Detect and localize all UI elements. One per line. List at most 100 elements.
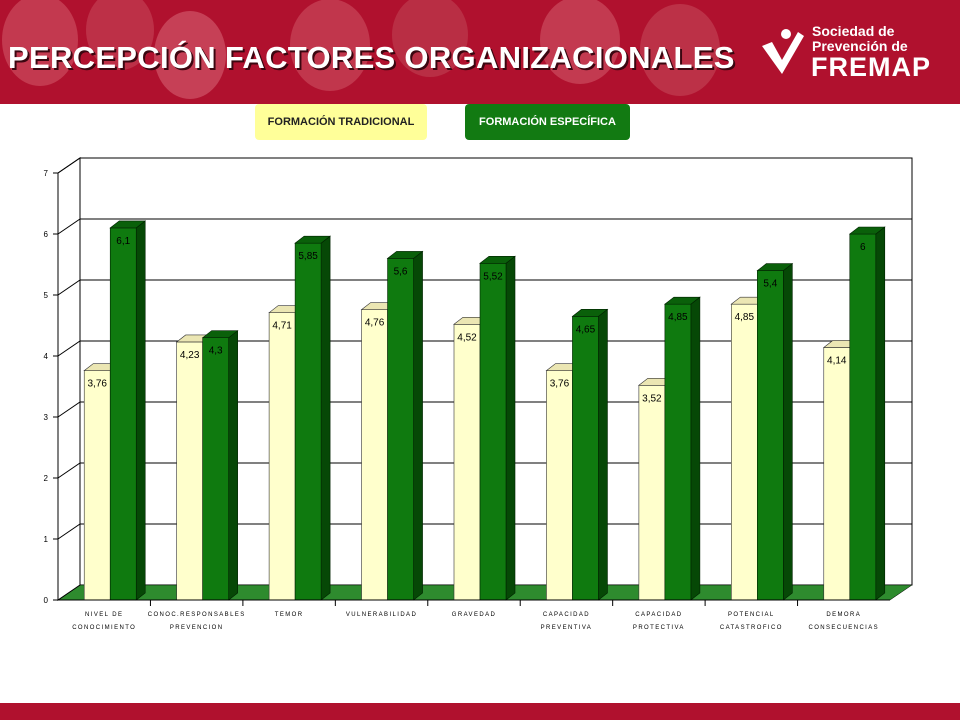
- x-category-label: CONOCIMIENTO: [72, 625, 136, 631]
- x-category-label: PROTECTIVA: [633, 625, 685, 631]
- y-tick-label: 3: [44, 413, 49, 422]
- bar-especifica-top: [386, 251, 424, 259]
- bar-especifica: [572, 316, 599, 601]
- bar-label-especifica: 6: [860, 242, 866, 253]
- bar-especifica: [109, 227, 137, 601]
- header-banner: PERCEPCIÓN FACTORES ORGANIZACIONALES Soc…: [0, 0, 960, 104]
- y-tick-label: 2: [44, 474, 49, 483]
- bar-label-tradicional: 3,76: [550, 379, 570, 390]
- bar-especifica-side: [783, 262, 793, 601]
- bar-label-especifica: 5,52: [483, 271, 503, 282]
- y-tick-label: 5: [44, 291, 49, 300]
- bar-especifica-top: [756, 263, 794, 271]
- bar-tradicional: [453, 323, 481, 601]
- bar-especifica: [202, 337, 229, 601]
- bar-especifica-side: [413, 250, 423, 601]
- x-category-label: GRAVEDAD: [452, 612, 496, 618]
- x-category-label: VULNERABILIDAD: [346, 612, 417, 618]
- gridline: [57, 523, 912, 540]
- x-category-label: CAPACIDAD: [635, 612, 682, 618]
- gridline: [57, 279, 912, 296]
- logo-line1: Sociedad de: [812, 23, 895, 39]
- fremap-logo-icon: [762, 29, 804, 74]
- bar-especifica-top: [664, 296, 701, 305]
- bar-especifica-top: [479, 255, 516, 264]
- bar-label-tradicional: 4,85: [735, 312, 755, 323]
- chart-x-axis: NIVEL DE CONOCIMIENTO CONOC.RESPONSABLES PR…: [58, 599, 890, 631]
- y-tick-label: 4: [44, 352, 49, 361]
- bar-especifica-side: [690, 296, 701, 601]
- chart-y-axis: 0 1 2 3 4 5 6 7: [44, 169, 59, 605]
- bar-especifica: [849, 233, 877, 601]
- bar-tradicional: [823, 347, 851, 601]
- gridline: [57, 340, 912, 357]
- x-category-label: POTENCIAL: [728, 612, 775, 618]
- chart-side-wall: [57, 157, 81, 601]
- bar-especifica-top: [109, 220, 147, 229]
- bar-label-tradicional: 4,52: [457, 332, 477, 343]
- bar-tradicional: [361, 309, 388, 601]
- bar-especifica-side: [505, 255, 516, 601]
- page-title: PERCEPCIÓN FACTORES ORGANIZACIONALES: [8, 40, 735, 75]
- bar-especifica: [757, 270, 784, 601]
- gridline: [57, 462, 912, 479]
- bar-tradicional: [268, 312, 296, 601]
- bar-label-especifica: 5,6: [394, 266, 408, 277]
- bar-especifica-side: [135, 220, 146, 601]
- x-category-label: TEMOR: [275, 612, 304, 618]
- bar-label-tradicional: 4,23: [180, 350, 200, 361]
- bar-tradicional: [546, 370, 573, 601]
- bar-tradicional: [176, 341, 203, 601]
- header-photo-right: [540, 0, 720, 96]
- x-category-label: PREVENTIVA: [541, 625, 593, 631]
- header-photo-center: [290, 0, 468, 91]
- bar-label-especifica: 4,85: [668, 312, 688, 323]
- bar-chart: 3,76 6,1 4,23 4,3 4,71 5,85 4,76 5,6 4,52 5,52 3,7…: [44, 157, 913, 631]
- bar-tradicional: [83, 370, 111, 601]
- y-tick-label: 1: [44, 535, 49, 544]
- y-tick-label: 0: [44, 596, 49, 605]
- bar-tradicional: [731, 303, 758, 601]
- bar-especifica-side: [598, 308, 608, 601]
- gridline: [57, 218, 912, 235]
- bar-especifica-top: [294, 235, 331, 244]
- logo-line2: Prevención de: [812, 38, 908, 54]
- bar-especifica-top: [571, 309, 609, 317]
- bar-especifica-top: [201, 330, 239, 338]
- bar-especifica: [664, 303, 692, 601]
- bar-tradicional: [638, 384, 666, 601]
- y-tick-label: 6: [44, 230, 49, 239]
- bar-label-especifica: 4,3: [209, 346, 223, 357]
- bar-especifica: [387, 258, 414, 601]
- x-category-label: CAPACIDAD: [543, 612, 590, 618]
- bar-label-tradicional: 3,52: [642, 393, 662, 404]
- header-photo-left: [2, 0, 226, 99]
- bar-label-especifica: 6,1: [116, 236, 130, 247]
- fremap-logo: Sociedad de Prevención de FREMAP: [760, 18, 950, 88]
- x-category-label: CATASTROFICO: [720, 625, 783, 631]
- bar-label-especifica: 5,85: [298, 251, 318, 262]
- bar-label-tradicional: 4,76: [365, 318, 385, 329]
- legend-formacion-tradicional: FORMACIÓN TRADICIONAL: [255, 104, 427, 140]
- bar-especifica: [294, 242, 322, 601]
- legend-formacion-especifica: FORMACIÓN ESPECÍFICA: [465, 104, 630, 140]
- chart-bars: 3,76 6,1 4,23 4,3 4,71 5,85 4,76 5,6 4,52 5,52 3,7…: [83, 220, 886, 601]
- gridline: [57, 157, 912, 174]
- bar-especifica-side: [875, 226, 886, 601]
- logo-wordmark: FREMAP: [811, 52, 931, 82]
- bar-label-tradicional: 4,14: [827, 355, 847, 366]
- x-category-label: PREVENCION: [170, 625, 224, 631]
- x-category-label: CONOC.RESPONSABLES: [148, 612, 246, 618]
- bar-especifica-side: [228, 330, 238, 601]
- x-category-label: CONSECUENCIAS: [809, 625, 880, 631]
- bar-label-especifica: 5,4: [763, 279, 777, 290]
- bar-especifica: [479, 262, 507, 601]
- bar-label-tradicional: 3,76: [87, 379, 107, 390]
- bar-label-tradicional: 4,71: [272, 321, 292, 332]
- x-category-label: DEMORA: [826, 612, 861, 618]
- bar-especifica-side: [320, 235, 331, 601]
- bar-especifica-top: [848, 226, 886, 235]
- bar-label-especifica: 4,65: [576, 324, 596, 335]
- gridline: [57, 401, 912, 418]
- footer-bar: [0, 703, 960, 720]
